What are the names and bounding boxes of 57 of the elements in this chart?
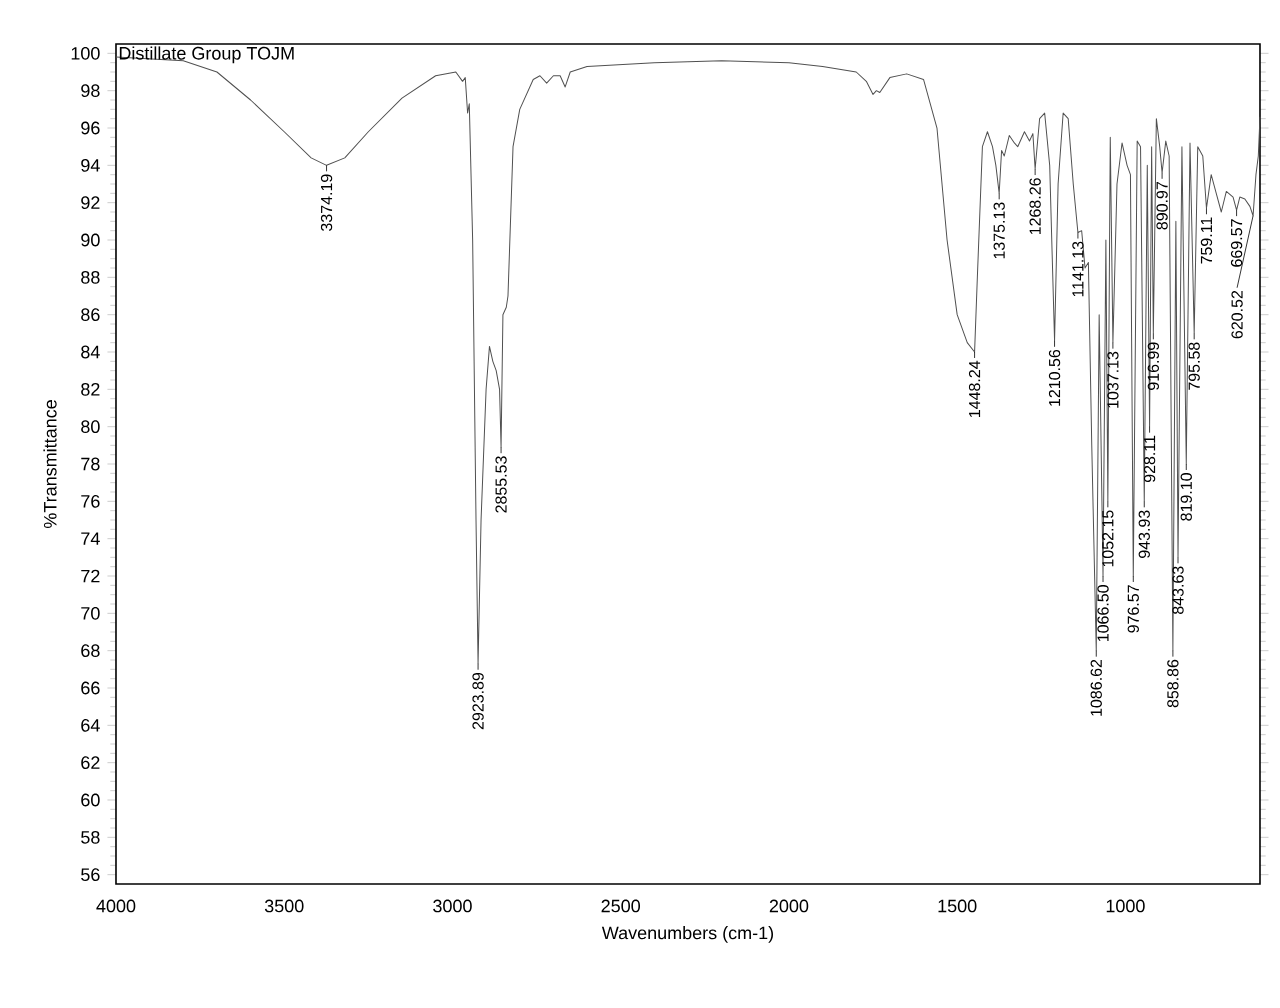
y-axis-title: %Transmittance	[43, 400, 57, 529]
y-tick-label: 90	[81, 233, 100, 247]
y-tick-label: 98	[81, 84, 100, 98]
annotation: 2923.89	[472, 672, 484, 730]
x-tick-label: 1000	[1106, 899, 1145, 913]
y-tick-label: 76	[81, 494, 100, 508]
chart-title: Distillate Group TOJM	[119, 46, 294, 64]
annotation: 943.93	[1138, 510, 1150, 558]
y-tick-label: 94	[81, 158, 100, 172]
y-tick-label: 60	[81, 793, 100, 807]
y-tick-label: 68	[81, 644, 100, 658]
y-tick-label: 84	[81, 345, 100, 359]
annotation: 3374.19	[320, 174, 333, 231]
y-tick-label: 56	[81, 868, 100, 882]
x-tick-label: 3500	[264, 899, 304, 913]
y-tick-label: 86	[81, 308, 100, 322]
annotation: 819.10	[1180, 473, 1192, 521]
annotation: 928.11	[1143, 435, 1156, 483]
y-tick-label: 66	[81, 681, 100, 695]
annotation: 916.99	[1147, 342, 1159, 390]
y-tick-label: 82	[81, 382, 100, 396]
annotation: 1037.13	[1107, 351, 1119, 408]
annotation: 890.97	[1156, 182, 1168, 230]
annotation: 2855.53	[495, 456, 507, 513]
annotation: 1448.24	[968, 360, 981, 418]
y-tick-label: 80	[81, 420, 100, 434]
annotation: 759.11	[1200, 217, 1213, 264]
y-tick-label: 58	[81, 830, 100, 844]
x-tick-label: 2000	[769, 899, 809, 913]
annotation: 858.86	[1167, 659, 1179, 708]
annotation: 1066.50	[1097, 585, 1109, 642]
annotation: 1086.62	[1090, 659, 1102, 716]
y-tick-label: 100	[71, 46, 100, 60]
y-tick-label: 88	[81, 270, 100, 284]
y-tick-label: 64	[81, 718, 100, 732]
annotation: 843.63	[1172, 566, 1184, 614]
annotation: 620.52	[1231, 290, 1243, 339]
y-tick-label: 70	[81, 606, 100, 620]
annotation: 1375.13	[993, 202, 1005, 259]
y-tick-label: 96	[81, 121, 100, 135]
y-tick-label: 62	[81, 756, 100, 770]
y-tick-label: 72	[81, 569, 100, 583]
y-tick-label: 78	[81, 457, 100, 471]
x-tick-label: 1500	[938, 899, 977, 913]
annotation: 1141.13	[1072, 241, 1084, 297]
y-tick-label: 92	[81, 196, 100, 210]
x-tick-label: 4000	[96, 899, 136, 913]
annotation: 795.58	[1188, 342, 1200, 390]
annotation: 1268.26	[1029, 178, 1041, 235]
x-tick-label: 3000	[433, 899, 472, 913]
x-axis-title: Wavenumbers (cm-1)	[601, 926, 774, 943]
y-tick-label: 74	[81, 532, 100, 545]
annotation: 669.57	[1230, 219, 1243, 267]
x-tick-label: 2500	[601, 899, 641, 913]
annotation: 976.57	[1127, 585, 1139, 633]
annotation: 1210.56	[1048, 349, 1061, 406]
annotation: 1052.15	[1102, 510, 1114, 567]
